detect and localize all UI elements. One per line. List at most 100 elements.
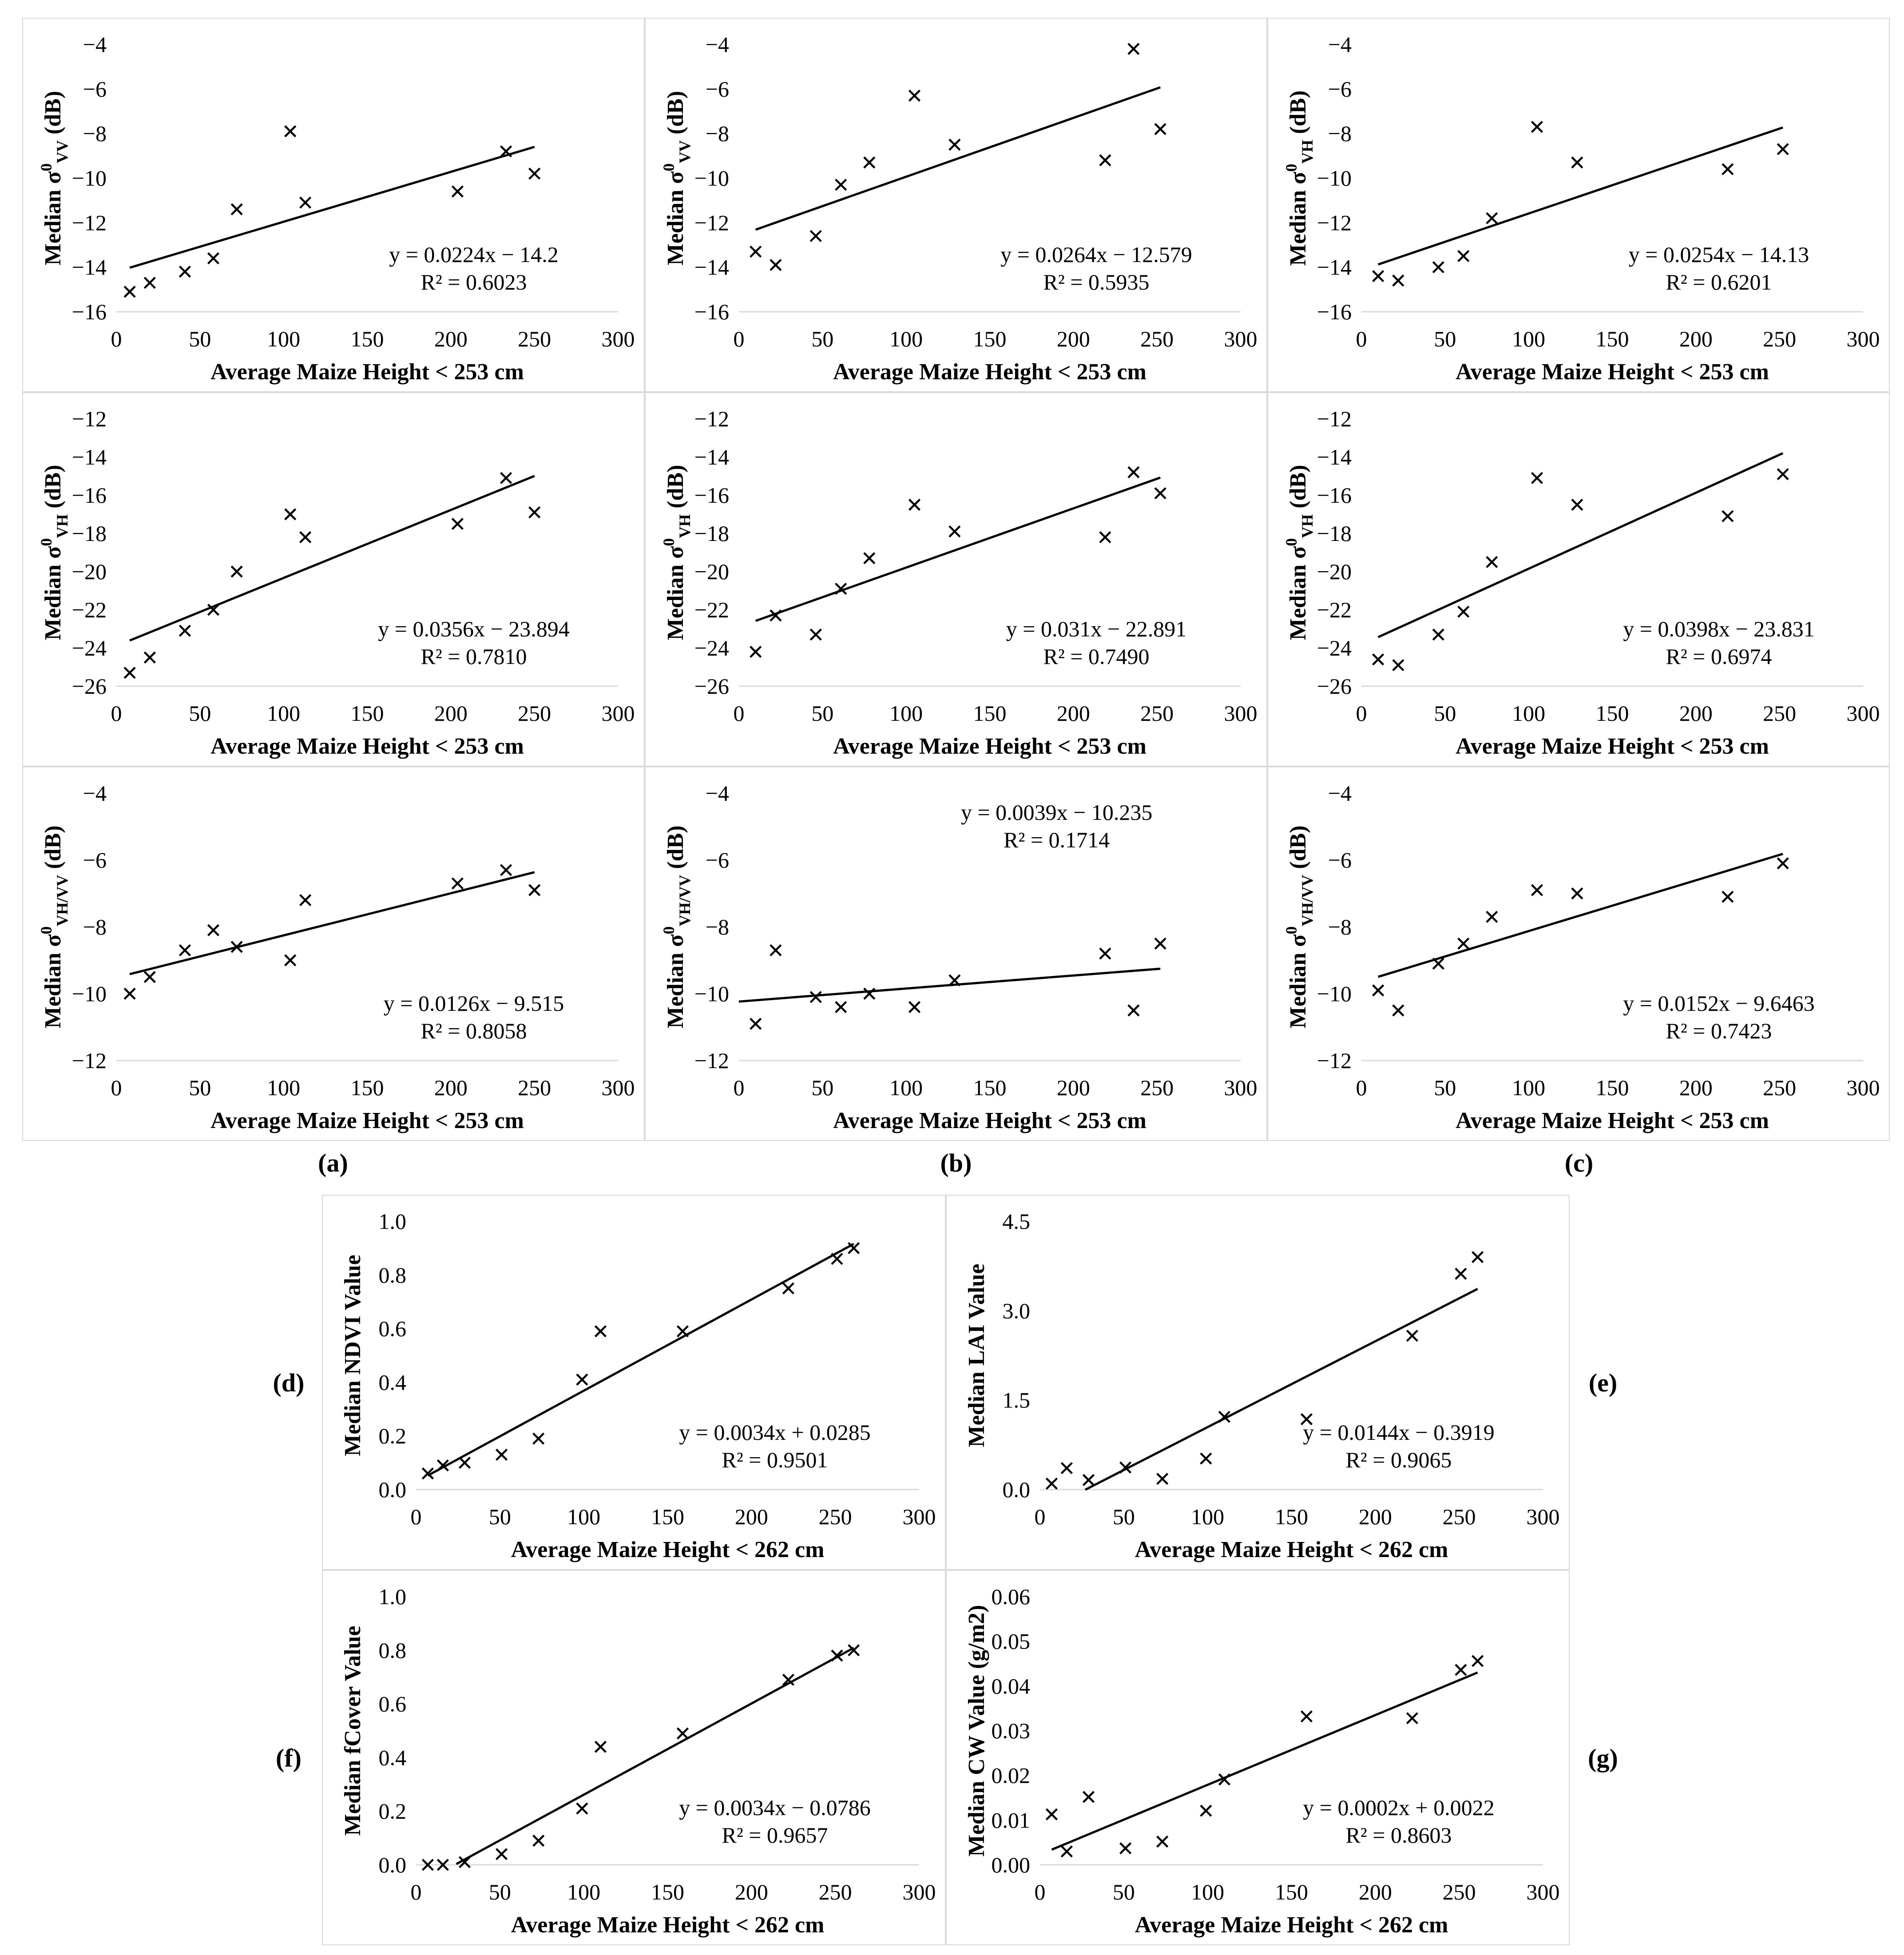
data-point — [230, 203, 243, 215]
x-tick-label: 150 — [651, 1504, 684, 1529]
x-tick-label: 300 — [1224, 326, 1257, 351]
x-tick-label: 300 — [1847, 326, 1880, 351]
equation-label: y = 0.0152x − 9.6463 — [1623, 991, 1814, 1016]
x-tick-label: 300 — [602, 326, 635, 351]
x-tick-label: 150 — [1596, 326, 1629, 351]
chart-panel-e: 0 50 100 150 200 250 300 0.0 1.5 3.0 4.5 Average Ma… — [946, 1195, 1570, 1570]
x-tick-label: 200 — [735, 1880, 768, 1904]
y-tick-label: 0.04 — [992, 1673, 1031, 1698]
chart-panel-b2: 0 50 100 150 200 250 300 −26 −24 −22 −20 −18 −16 −14 −… — [645, 392, 1267, 767]
x-tick-label: 100 — [889, 701, 923, 726]
r2-label: R² = 0.5935 — [1043, 270, 1149, 294]
y-tick-label: −16 — [1317, 483, 1352, 508]
x-tick-label: 0 — [734, 1075, 745, 1100]
y-tick-label: −20 — [72, 559, 107, 584]
data-point — [908, 498, 921, 511]
caption-d: (d) — [273, 1368, 305, 1397]
data-point — [500, 145, 512, 158]
r2-label: R² = 0.8058 — [420, 1018, 527, 1043]
data-point — [1156, 1473, 1169, 1485]
y-axis-title: Median σ0VH (dB) — [660, 465, 694, 640]
equation-label: y = 0.0356x − 23.894 — [378, 616, 569, 641]
x-tick-label: 100 — [889, 326, 923, 351]
x-tick-label: 250 — [1763, 326, 1796, 351]
data-point — [496, 1448, 508, 1461]
x-tick-label: 0 — [1356, 326, 1367, 351]
y-tick-label: −8 — [706, 914, 729, 939]
y-tick-label: −16 — [72, 299, 107, 324]
data-point — [178, 624, 191, 637]
x-tick-label: 250 — [1443, 1504, 1476, 1529]
data-point — [1060, 1462, 1073, 1474]
x-axis-title: Average Maize Height < 253 cm — [210, 359, 524, 385]
chart-a2: 0 50 100 150 200 250 300 −26 −24 −22 −20 −18 −16 −14 −… — [37, 406, 635, 759]
y-axis-title: Median NDVI Value — [340, 1255, 365, 1456]
data-point — [1722, 163, 1734, 175]
data-point — [421, 1859, 434, 1871]
data-point — [436, 1459, 449, 1472]
y-tick-label: −14 — [72, 445, 107, 469]
y-tick-label: −12 — [694, 210, 729, 235]
data-point — [207, 924, 220, 937]
data-point — [1082, 1474, 1095, 1486]
data-point — [1154, 123, 1166, 135]
x-axis-title: Average Maize Height < 253 cm — [210, 734, 524, 759]
y-tick-label: −22 — [72, 597, 107, 622]
data-point — [1099, 154, 1111, 167]
equation-label: y = 0.0398x − 23.831 — [1623, 616, 1814, 641]
x-axis-title: Average Maize Height < 253 cm — [833, 1108, 1146, 1133]
data-point — [1300, 1413, 1313, 1426]
x-axis-title: Average Maize Height < 253 cm — [210, 1108, 524, 1133]
y-tick-label: −12 — [1317, 1048, 1352, 1073]
data-point — [750, 646, 762, 658]
data-point — [770, 944, 782, 957]
x-axis-title: Average Maize Height < 253 cm — [833, 734, 1146, 759]
caption-e: (e) — [1588, 1368, 1618, 1397]
x-tick-label: 0 — [111, 326, 122, 351]
equation-label: y = 0.0126x − 9.515 — [384, 991, 564, 1016]
caption-b: (b) — [940, 1148, 972, 1177]
data-point — [1119, 1461, 1132, 1474]
data-point — [1722, 510, 1734, 522]
y-tick-label: 0.4 — [379, 1370, 407, 1395]
y-tick-label: −12 — [694, 1048, 729, 1073]
data-point — [1156, 1836, 1169, 1848]
caption-a: (a) — [318, 1148, 348, 1177]
trend-line — [1084, 1287, 1478, 1491]
data-point — [123, 987, 136, 1000]
data-point — [1531, 884, 1543, 896]
x-tick-label: 100 — [1191, 1880, 1224, 1904]
x-tick-label: 100 — [1512, 701, 1545, 726]
data-point — [1127, 466, 1140, 478]
chart-c3: 0 50 100 150 200 250 300 −12 −10 −8 −6 −4 Average Ma… — [1282, 781, 1880, 1133]
trend-line — [1377, 452, 1784, 638]
x-tick-label: 200 — [1679, 701, 1713, 726]
x-tick-label: 250 — [1763, 701, 1796, 726]
x-axis-title: Average Maize Height < 262 cm — [1135, 1537, 1448, 1562]
r2-label: R² = 0.6201 — [1666, 270, 1772, 294]
y-tick-label: −14 — [1317, 255, 1352, 280]
chart-panel-b3: 0 50 100 150 200 250 300 −12 −10 −8 −6 −4 Average Ma… — [645, 767, 1267, 1141]
x-tick-label: 0 — [1035, 1504, 1046, 1529]
x-tick-label: 100 — [267, 1075, 300, 1100]
data-point — [848, 1644, 860, 1657]
y-tick-label: −4 — [706, 32, 729, 57]
x-tick-label: 0 — [411, 1504, 422, 1529]
y-tick-label: 0.8 — [379, 1638, 407, 1663]
y-tick-label: −22 — [1317, 597, 1352, 622]
chart-c2: 0 50 100 150 200 250 300 −26 −24 −22 −20 −18 −16 −14 −… — [1282, 406, 1880, 759]
chart-panel-b1: 0 50 100 150 200 250 300 −16 −14 −12 −10 −8 −6 −4 Aver… — [645, 18, 1267, 392]
x-tick-label: 50 — [811, 326, 833, 351]
y-tick-label: −6 — [706, 848, 729, 873]
x-tick-label: 50 — [1434, 701, 1456, 726]
x-tick-label: 200 — [1057, 701, 1090, 726]
data-point — [458, 1457, 471, 1469]
chart-f: 0 50 100 150 200 250 300 0.0 0.2 0.4 0.6 0.8 1.0 Aver… — [340, 1584, 936, 1938]
x-tick-label: 300 — [1527, 1880, 1560, 1904]
y-tick-label: −20 — [694, 559, 729, 584]
data-point — [528, 884, 541, 896]
x-tick-label: 0 — [734, 326, 745, 351]
chart-b3: 0 50 100 150 200 250 300 −12 −10 −8 −6 −4 Average Ma… — [660, 781, 1257, 1133]
x-tick-label: 250 — [1443, 1880, 1476, 1904]
